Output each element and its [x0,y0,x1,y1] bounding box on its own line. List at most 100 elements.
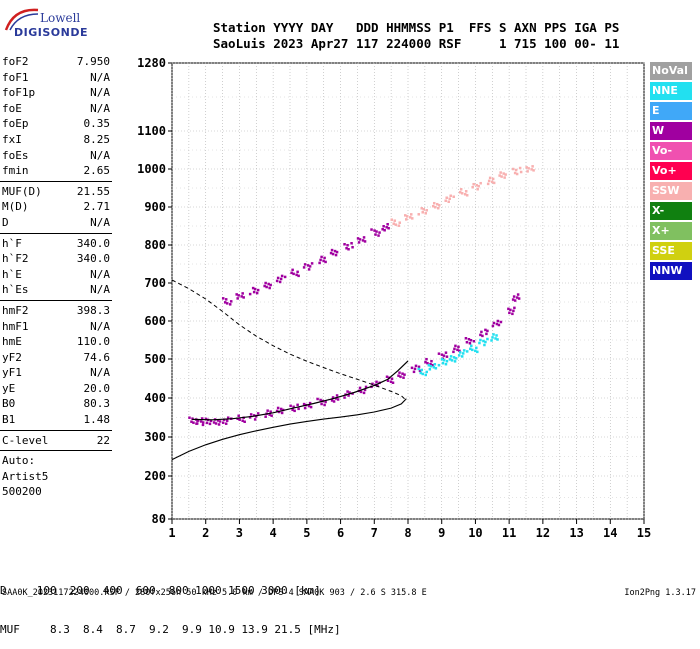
data-point [323,403,326,407]
parameter-label: MUF(D) [2,184,42,198]
data-point [252,414,256,417]
parameter-value: N/A [90,366,110,380]
data-point [409,216,412,219]
data-point [452,195,455,198]
data-point [254,415,258,418]
data-point [475,346,478,350]
data-point [421,372,424,376]
data-point [457,345,460,349]
parameter-value: N/A [90,215,110,229]
parameter-row: Auto: [0,453,112,469]
parameter-label: hmF2 [2,303,29,317]
parameter-value: 340.0 [76,236,110,250]
data-point [428,368,432,371]
header-line-1: Station YYYY DAY DDD HHMMSS P1 FFS S AXN… [213,20,620,35]
data-point [240,295,243,298]
data-point [319,398,322,402]
data-point [308,401,312,405]
data-point [440,353,444,356]
data-point [397,374,400,377]
data-point [432,366,436,369]
data-point [242,296,245,299]
data-point [316,397,319,401]
chart-grid [171,62,645,520]
data-point [514,168,518,172]
y-tick-label: 900 [144,200,166,214]
data-point [358,238,362,241]
parameter-label: fmin [2,164,29,178]
parameter-value: N/A [90,70,110,84]
data-point [291,408,294,412]
data-point [322,259,325,263]
data-point [295,273,298,277]
data-point [526,170,529,173]
data-point [460,192,464,195]
legend-item-nnw: NNW [650,262,692,280]
data-point [503,176,506,179]
data-point [490,339,493,342]
data-point [485,332,488,336]
data-point [224,298,228,301]
data-point [241,292,244,295]
data-point [448,197,451,200]
data-point [392,222,396,225]
data-point [425,370,428,374]
header-line-2: SaoLuis 2023 Apr27 117 224000 RSF 1 715 … [213,36,620,51]
data-point [464,190,468,193]
muf-value: 10.9 [208,623,235,636]
data-point [444,362,448,366]
data-point [390,377,394,380]
data-point [386,223,389,226]
data-point [237,414,240,417]
data-point [270,414,273,417]
data-point [441,361,445,365]
data-point [399,375,402,378]
data-point [437,203,441,207]
data-point [269,410,272,413]
data-point [398,371,401,374]
data-point [484,340,487,344]
data-point [414,364,418,368]
parameter-row: h`F 340.0 [0,236,112,252]
data-point [499,320,503,324]
data-point [265,285,268,289]
data-point [236,297,239,300]
data-point [465,350,469,353]
data-point [487,179,491,183]
data-point [309,405,313,409]
data-point [458,349,461,353]
data-point [387,227,390,230]
data-point [256,288,260,292]
y-tick-label: 300 [144,430,166,444]
data-point [402,376,405,379]
series-group [390,165,535,227]
data-point [291,268,294,272]
parameter-row: 500200 [0,484,112,500]
data-point [445,196,448,199]
x-tick-label: 5 [303,526,310,540]
muf-muf-label: MUF [0,623,20,636]
data-point [403,373,406,376]
data-point [269,283,272,287]
data-point [465,194,469,197]
data-point [336,398,340,401]
data-point [306,264,310,267]
data-point [442,354,446,357]
data-point [445,355,449,358]
data-point [195,422,199,425]
muf-d-value: 3000 [261,584,288,597]
data-point [357,241,361,244]
data-point [361,239,365,242]
data-point [420,207,423,210]
data-point [389,380,393,383]
data-point [370,228,373,231]
data-point [448,358,452,361]
data-point [319,258,322,262]
data-point [303,406,307,410]
data-point [420,368,423,372]
parameter-label: D [2,215,9,229]
data-point [437,352,441,355]
data-point [421,211,424,214]
data-point [444,199,447,202]
data-point [283,275,287,279]
